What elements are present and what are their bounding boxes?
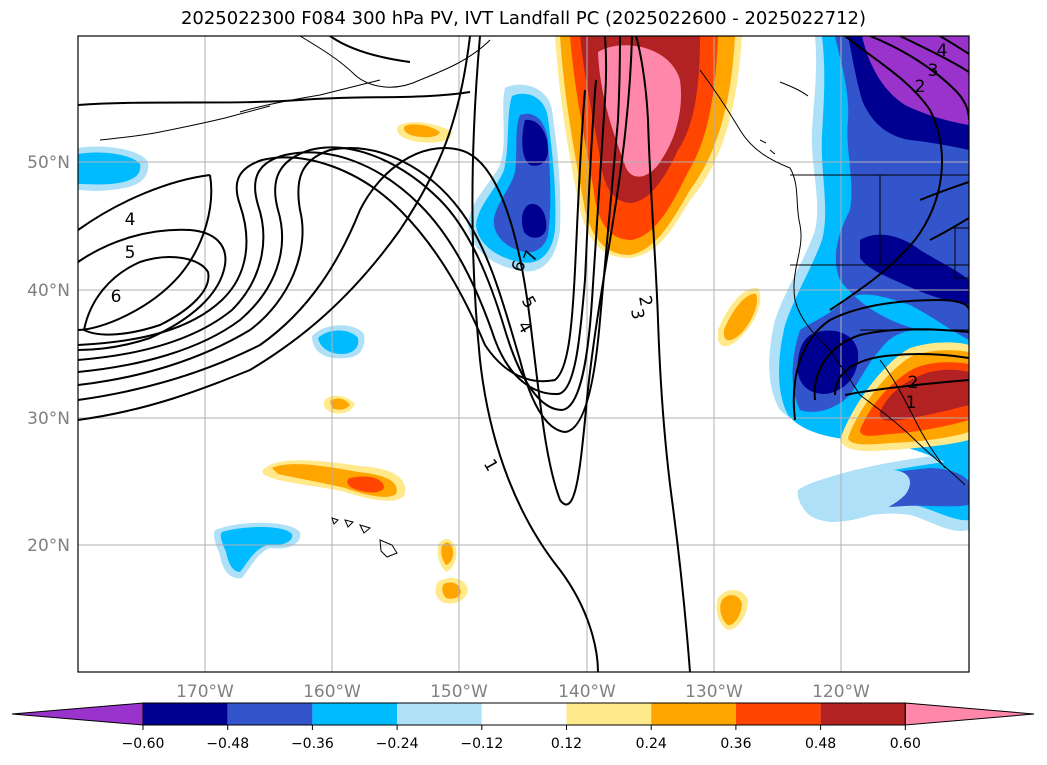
lat-label-30n: 30°N [27, 409, 70, 429]
contour-ne3 [899, 36, 969, 73]
colorbar-tick-label-neg060: −0.60 [122, 736, 165, 752]
lat-label-20n: 20°N [27, 536, 70, 556]
longitude-labels: 170°W 160°W 150°W 140°W 130°W 120°W [176, 682, 870, 702]
contour-ne5 [919, 181, 969, 241]
contour-1b [635, 36, 691, 672]
colorbar-bin-neg048 [227, 703, 313, 725]
contour-sw4 [844, 379, 969, 396]
colorbar-bin-pos048 [820, 703, 906, 725]
shade-neg-048-na-c [797, 330, 859, 394]
colorbar-tick-label-neg012: −0.12 [460, 736, 503, 752]
contour-6w [82, 256, 210, 336]
contour-ne2 [869, 36, 969, 121]
contour-label-1-sw: 1 [906, 393, 917, 413]
colorbar-ticks [142, 725, 906, 730]
shade-neg-024-nw [78, 152, 141, 185]
contour-label-5-w: 5 [125, 243, 136, 263]
colorbar-tick-label-neg036: −0.36 [291, 736, 334, 752]
lon-label-130w: 130°W [685, 682, 743, 702]
contour-4 [78, 36, 608, 412]
shade-pos-024-d [330, 398, 350, 410]
colorbar-tick-label-neg048: −0.48 [206, 736, 249, 752]
contour-sw3 [834, 353, 969, 396]
colorbar-tick-label-pos060: 0.60 [890, 736, 921, 752]
lon-label-150w: 150°W [430, 682, 488, 702]
contour-top [78, 36, 471, 106]
shade-pos-024-g [720, 595, 742, 626]
colorbar-frame [142, 702, 906, 726]
hawaii [331, 517, 398, 558]
latitude-labels: 50°N 40°N 30°N 20°N [27, 153, 70, 556]
shade-neg-024-f [220, 526, 293, 572]
colorbar-bin-neg024 [397, 703, 482, 725]
map-frame [77, 35, 970, 673]
colorbar-extend-low [11, 702, 144, 726]
colorbar-tick-label-pos012: 0.12 [551, 736, 582, 752]
contour-label-4-ne: 4 [937, 41, 948, 61]
contour-label-6-w: 6 [111, 287, 122, 307]
shade-neg-012-g [797, 470, 910, 522]
contour-label-2-ne: 2 [915, 77, 926, 97]
colorbar-bin-neg060 [143, 703, 228, 725]
map-title: 2025022300 F084 300 hPa PV, IVT Landfall… [180, 8, 867, 29]
colorbar-bin-zero [481, 703, 567, 725]
graticule [78, 36, 969, 672]
contour-label-2-sw: 2 [908, 373, 919, 393]
alaska-coast [239, 36, 491, 113]
colorbar: −0.60 −0.48 −0.36 −0.24 −0.12 0.12 0.24 … [11, 702, 1035, 752]
contour-6 [78, 89, 586, 383]
contour-label-2: 2 [634, 294, 656, 308]
pv-contours [78, 36, 969, 672]
colorbar-tick-label-pos036: 0.36 [720, 736, 751, 752]
contour-labels: 4 5 6 1 6 7 5 4 2 3 3 2 4 2 1 [111, 41, 948, 475]
shade-pos-036-c [347, 476, 384, 493]
lat-label-40n: 40°N [27, 281, 70, 301]
lon-label-140w: 140°W [558, 682, 616, 702]
aleutians [99, 105, 271, 141]
baja-coast [879, 359, 946, 469]
bc-coast [699, 69, 966, 486]
shade-neg-048-na-b [860, 234, 969, 305]
lon-label-160w: 160°W [303, 682, 361, 702]
contour-1 [78, 36, 599, 672]
shade-neg-060-na [862, 36, 969, 125]
contour-3 [78, 36, 621, 434]
map-content: 4 5 6 1 6 7 5 4 2 3 3 2 4 2 1 [78, 36, 969, 672]
coastlines [99, 36, 969, 558]
lon-label-170w: 170°W [176, 682, 234, 702]
colorbar-tick-label-pos048: 0.48 [805, 736, 836, 752]
shade-neg-048-pac-b [521, 204, 547, 238]
contour-label-3-ne: 3 [928, 61, 939, 81]
colorbar-tick-label-pos024: 0.24 [636, 736, 667, 752]
colorbar-tick-label-neg024: −0.24 [376, 736, 419, 752]
contour-5w [78, 228, 227, 351]
colorbar-bin-pos012 [566, 703, 652, 725]
shade-pos-024-b [724, 293, 758, 341]
contour-sw1 [792, 298, 969, 421]
contour-label-4-w: 4 [125, 210, 136, 230]
contour-sw2 [813, 328, 969, 401]
lat-label-50n: 50°N [27, 153, 70, 173]
contour-7 [78, 174, 213, 331]
shade-neg-024-e [318, 330, 359, 354]
lon-label-120w: 120°W [812, 682, 870, 702]
shade-pos-024-f [442, 582, 461, 599]
islands-ne [759, 81, 809, 155]
colorbar-bin-pos036 [735, 703, 821, 725]
shade-pos-024-e [441, 542, 454, 565]
colorbar-extend-high [904, 702, 1035, 726]
contour-label-3: 3 [626, 307, 648, 321]
shade-pos-024-a [404, 124, 440, 138]
colorbar-bin-neg036 [312, 703, 398, 725]
shade-neg-048-pac [522, 119, 548, 166]
contour-ne4 [939, 36, 969, 55]
colorbar-bin-pos024 [651, 703, 736, 725]
contour-5 [78, 79, 597, 396]
contour-ne1 [829, 36, 943, 311]
